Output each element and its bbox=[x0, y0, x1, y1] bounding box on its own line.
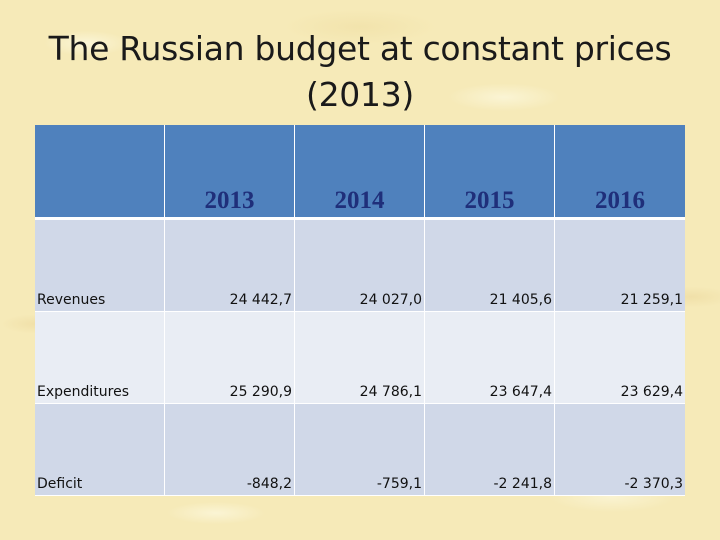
revenues-2013-cell: 24 442,7 bbox=[165, 220, 295, 312]
table-row-deficit: Deficit -848,2 -759,1 -2 241,8 -2 370,3 bbox=[35, 404, 685, 496]
slide-title: The Russian budget at constant prices (2… bbox=[0, 26, 720, 118]
expenditures-2013-cell: 25 290,9 bbox=[165, 312, 295, 404]
row-label-deficit: Deficit bbox=[35, 404, 165, 496]
revenues-2015-cell: 21 405,6 bbox=[425, 220, 555, 312]
year-header-2013: 2013 bbox=[165, 125, 295, 220]
deficit-2014-cell: -759,1 bbox=[295, 404, 425, 496]
revenues-2016-cell: 21 259,1 bbox=[555, 220, 685, 312]
revenues-2014-cell: 24 027,0 bbox=[295, 220, 425, 312]
row-label-revenues: Revenues bbox=[35, 220, 165, 312]
deficit-2015-cell: -2 241,8 bbox=[425, 404, 555, 496]
expenditures-2015-cell: 23 647,4 bbox=[425, 312, 555, 404]
expenditures-2016-cell: 23 629,4 bbox=[555, 312, 685, 404]
deficit-2016-cell: -2 370,3 bbox=[555, 404, 685, 496]
title-line-1: The Russian budget at constant prices bbox=[48, 29, 672, 68]
year-header-2016: 2016 bbox=[555, 125, 685, 220]
header-row: 2013 2014 2015 2016 bbox=[35, 125, 685, 220]
year-header-2014: 2014 bbox=[295, 125, 425, 220]
table-row-expenditures: Expenditures 25 290,9 24 786,1 23 647,4 … bbox=[35, 312, 685, 404]
title-line-2: (2013) bbox=[306, 75, 414, 114]
year-header-2015: 2015 bbox=[425, 125, 555, 220]
table-row-revenues: Revenues 24 442,7 24 027,0 21 405,6 21 2… bbox=[35, 220, 685, 312]
deficit-2013-cell: -848,2 bbox=[165, 404, 295, 496]
row-label-expenditures: Expenditures bbox=[35, 312, 165, 404]
header-corner-cell bbox=[35, 125, 165, 220]
expenditures-2014-cell: 24 786,1 bbox=[295, 312, 425, 404]
budget-table: 2013 2014 2015 2016 Revenues 24 442,7 24… bbox=[35, 125, 685, 496]
